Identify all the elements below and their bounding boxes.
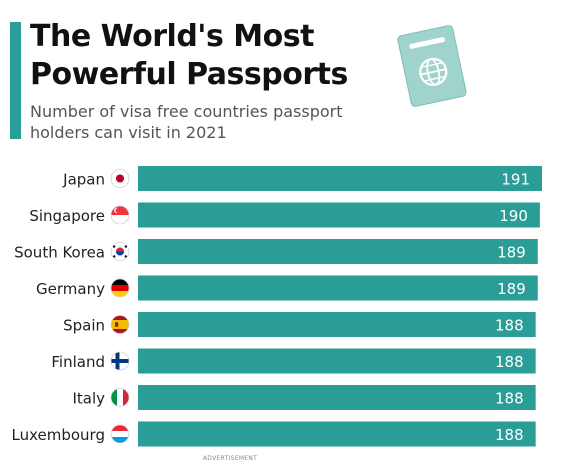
category-label: Finland — [51, 353, 105, 371]
value-label: 189 — [497, 280, 526, 298]
category-label: Luxembourg — [12, 426, 106, 444]
bar-row: Italy 188 — [72, 385, 536, 410]
value-label: 191 — [501, 171, 530, 189]
value-label: 188 — [495, 317, 524, 335]
bar — [138, 421, 536, 447]
italy-flag-icon — [110, 388, 130, 407]
page-title: The World's Most Powerful Passports — [30, 19, 348, 92]
category-label: Germany — [36, 280, 105, 298]
spain-flag-icon — [110, 315, 130, 334]
bar-row: Finland 188 — [51, 348, 536, 374]
bar — [138, 166, 542, 191]
bar — [138, 312, 536, 337]
bar — [138, 385, 536, 410]
bar — [138, 202, 540, 228]
bar-row: Germany 189 — [36, 275, 538, 301]
bar — [138, 239, 538, 264]
category-label: Japan — [62, 171, 105, 189]
bar — [138, 348, 536, 374]
category-label: Singapore — [29, 207, 105, 225]
bar-row: Luxembourg 188 — [12, 421, 536, 447]
value-label: 188 — [495, 353, 524, 371]
value-label: 188 — [495, 390, 524, 408]
germany-flag-icon — [110, 278, 130, 298]
finland-flag-icon — [110, 351, 130, 371]
south-korea-flag-icon — [110, 242, 130, 261]
category-label: Spain — [63, 317, 105, 335]
value-label: 189 — [497, 244, 526, 262]
value-label: 188 — [495, 426, 524, 444]
bar-row: Japan 191 — [62, 166, 542, 191]
accent-bar — [10, 22, 21, 139]
japan-flag-icon — [110, 169, 130, 188]
bar-row: Spain 188 — [63, 312, 536, 337]
passport-icon — [397, 25, 467, 107]
luxembourg-flag-icon — [110, 424, 130, 444]
value-label: 190 — [499, 207, 528, 225]
category-label: South Korea — [14, 244, 105, 262]
bar-row: Singapore 190 — [29, 202, 540, 228]
bar-row: South Korea 189 — [14, 239, 538, 264]
advertisement-label: ADVERTISEMENT — [202, 455, 258, 462]
bar — [138, 275, 538, 301]
singapore-flag-icon — [110, 205, 130, 225]
category-label: Italy — [72, 390, 105, 408]
page-subtitle: Number of visa free countries passport h… — [30, 102, 343, 142]
